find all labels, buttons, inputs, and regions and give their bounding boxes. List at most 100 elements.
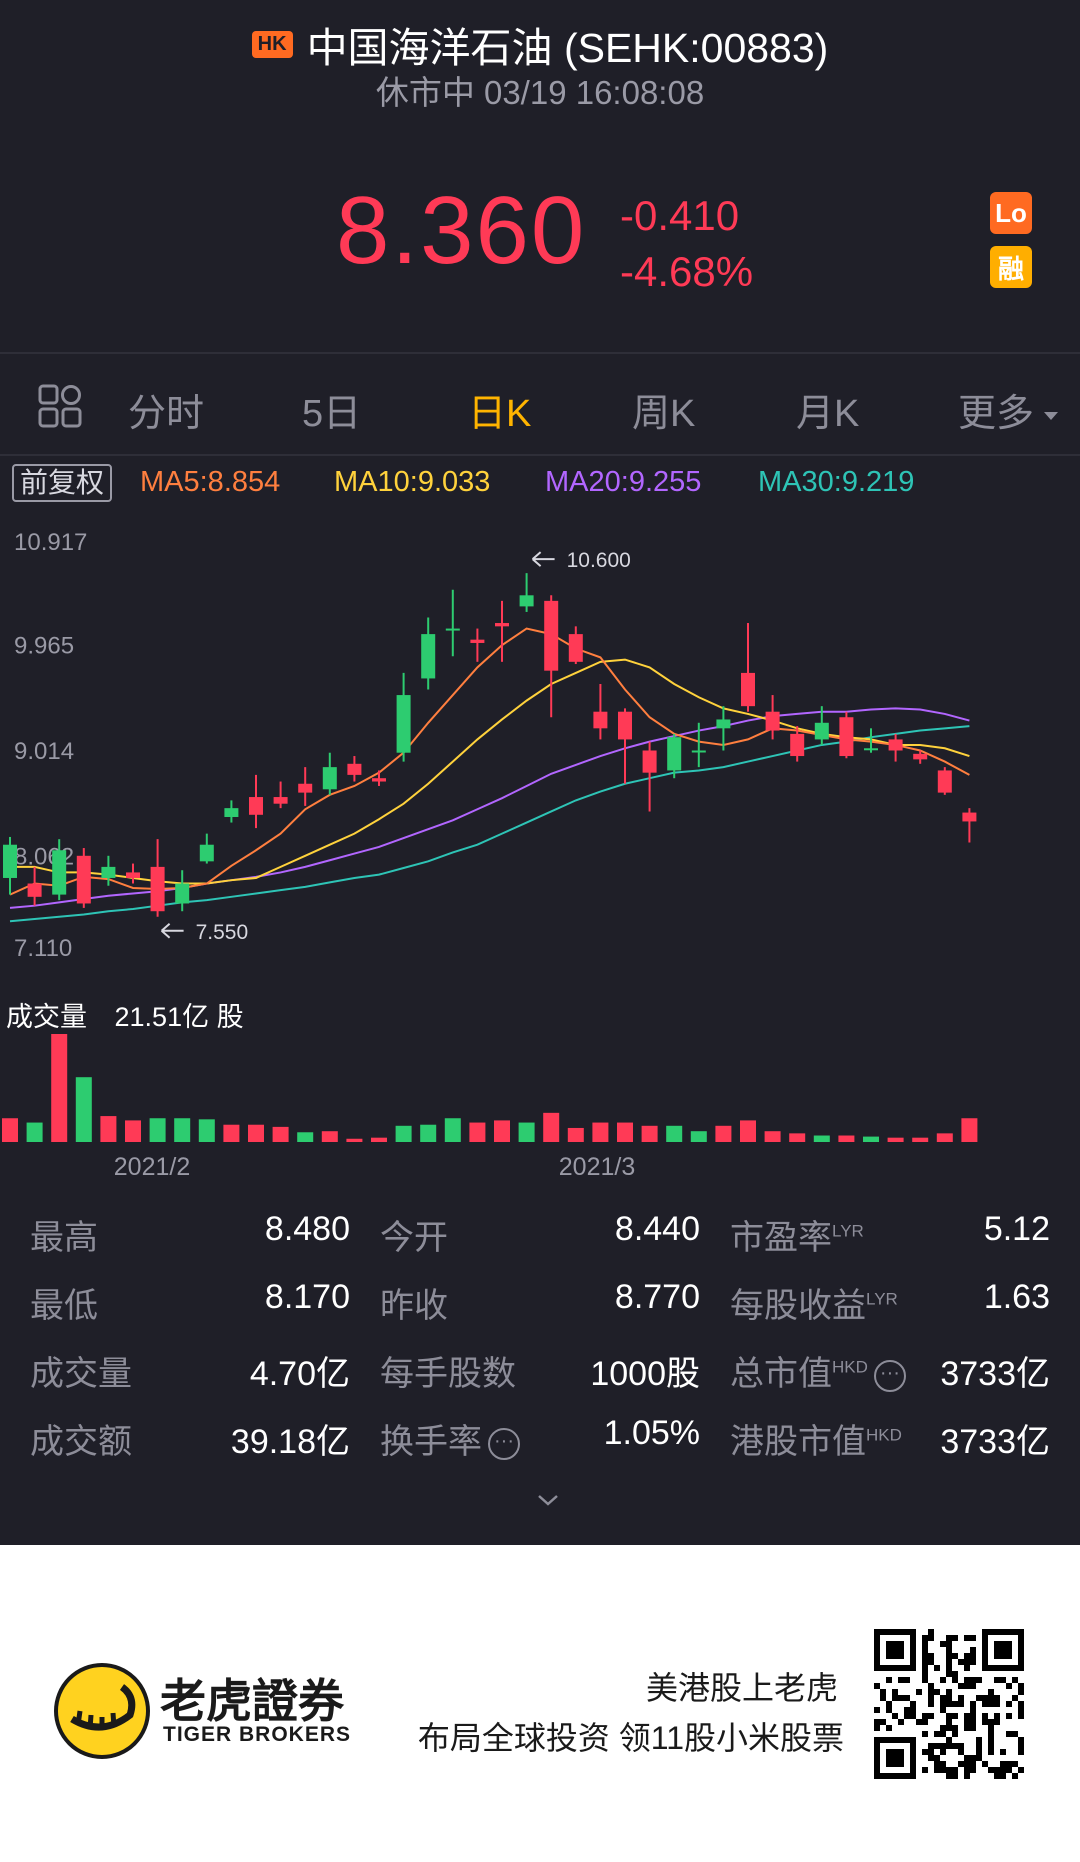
volume-bar: [617, 1122, 633, 1142]
volume-bar: [2, 1118, 18, 1142]
stat-label: 今开: [380, 1210, 448, 1259]
stat-label[interactable]: 总市值HKD ···: [730, 1346, 906, 1395]
last-price: 8.360: [336, 177, 587, 284]
info-icon[interactable]: ···: [488, 1428, 520, 1461]
candle: [470, 628, 485, 662]
candle: [3, 836, 17, 895]
candle: [273, 781, 288, 809]
volume-header: 成交量 21.51亿 股: [6, 995, 244, 1034]
promo-line-1: 美港股上老虎: [645, 1670, 838, 1706]
candle: [52, 839, 67, 901]
stat-label-text: 总市值: [730, 1355, 832, 1393]
min-price-marker: 7.550: [160, 921, 248, 944]
stat-label[interactable]: 换手率 ···: [380, 1414, 520, 1463]
candle: [790, 726, 805, 762]
ma20-line: [9, 707, 970, 909]
stat-value: 8.440: [614, 1210, 700, 1248]
brand-name-cn: 老虎證券: [160, 1675, 344, 1727]
stat-label: 每手股数: [380, 1346, 516, 1395]
stat-value: 3733亿: [940, 1423, 1050, 1461]
stat-label-text: 今开: [380, 1219, 448, 1257]
volume-bar: [321, 1131, 338, 1142]
title-row: HK 中国海洋石油 (SEHK:00883): [0, 14, 1080, 74]
volume-bar: [494, 1120, 510, 1142]
volume-bar: [469, 1122, 486, 1142]
y-tick-label: 10.917: [14, 529, 87, 556]
lo-badge[interactable]: Lo: [990, 192, 1032, 234]
volume-chart[interactable]: 2021/2 2021/3: [0, 1030, 1080, 1180]
volume-bar: [912, 1137, 929, 1142]
tab-5day[interactable]: 5日: [302, 393, 362, 435]
ma5-line: [9, 627, 970, 896]
period-tabs: 分时 5日 日K 周K 月K 更多: [0, 356, 1080, 456]
ma30-label: MA30:9.219: [758, 466, 915, 498]
change-value: -0.410: [620, 192, 740, 239]
tab-monthly-k[interactable]: 月K: [796, 393, 860, 435]
y-tick-label: 9.965: [14, 633, 74, 660]
candle: [396, 672, 411, 762]
tab-weekly-k[interactable]: 周K: [632, 393, 696, 435]
stat-label-text: 市盈率: [730, 1219, 832, 1257]
stat-label-text: 最低: [30, 1287, 98, 1325]
candle: [495, 600, 509, 662]
stat-label: 成交量: [30, 1346, 132, 1395]
stat-label-superscript: LYR: [866, 1289, 898, 1309]
volume-bar: [26, 1122, 43, 1142]
tab-intraday[interactable]: 分时: [128, 393, 205, 435]
volume-bar: [100, 1116, 117, 1142]
stat-label-text: 换手率: [380, 1423, 482, 1461]
candle: [224, 800, 239, 823]
candle: [544, 595, 559, 718]
ma10-label: MA10:9.033: [334, 466, 491, 498]
x-tick-label: 2021/2: [114, 1153, 190, 1180]
qr-code-icon[interactable]: [874, 1629, 1024, 1779]
caret-down-icon: [1044, 411, 1059, 420]
volume-bar: [346, 1138, 363, 1142]
volume-bar: [764, 1131, 781, 1142]
stat-label-superscript: HKD: [832, 1357, 868, 1377]
promo-line-2: 布局全球投资 领11股小米股票: [417, 1720, 844, 1756]
y-tick-label: 9.014: [14, 738, 74, 765]
stat-value: 8.770: [614, 1278, 700, 1316]
stat-value: 4.70亿: [249, 1355, 350, 1393]
tab-more[interactable]: 更多: [958, 382, 1060, 437]
volume-bar: [813, 1135, 830, 1142]
stat-label-text: 成交额: [30, 1423, 132, 1461]
candle: [913, 750, 928, 764]
margin-badge[interactable]: 融: [990, 246, 1032, 288]
stat-label: 港股市值HKD: [730, 1414, 902, 1463]
market-status: 休市中 03/19 16:08:08: [375, 74, 705, 111]
chevron-down-icon[interactable]: [536, 1488, 560, 1512]
volume-bar: [371, 1137, 387, 1142]
stat-value: 1.05%: [603, 1414, 700, 1452]
stat-value: 1000股: [590, 1355, 700, 1393]
candle: [347, 756, 362, 782]
volume-bar: [248, 1124, 264, 1142]
candle: [814, 706, 829, 745]
volume-bar: [395, 1125, 412, 1142]
volume-bar: [592, 1122, 609, 1142]
adjust-selector[interactable]: 前复权: [12, 464, 113, 502]
app-screen: [0, 0, 1080, 1545]
max-price-marker: 10.600: [531, 549, 631, 572]
stat-label-superscript: HKD: [866, 1425, 902, 1445]
info-icon[interactable]: ···: [873, 1360, 906, 1393]
svg-text:10.600: 10.600: [567, 549, 631, 572]
stock-title: 中国海洋石油 (SEHK:00883): [306, 25, 829, 71]
tab-daily-k[interactable]: 日K: [468, 393, 532, 435]
stat-label: 市盈率LYR: [730, 1210, 864, 1259]
volume-bar: [174, 1118, 191, 1142]
stat-label-text: 成交量: [30, 1355, 132, 1393]
candle: [199, 833, 214, 864]
grid-icon[interactable]: [38, 384, 82, 428]
candle: [445, 589, 460, 657]
tiger-logo-icon: [54, 1663, 150, 1759]
divider: [0, 352, 1080, 354]
stat-label: 最高: [30, 1210, 98, 1259]
candle: [642, 741, 657, 812]
candle: [101, 855, 116, 886]
volume-bar: [863, 1136, 879, 1142]
stat-label: 每股收益LYR: [730, 1278, 898, 1327]
ma30-line: [9, 725, 970, 923]
